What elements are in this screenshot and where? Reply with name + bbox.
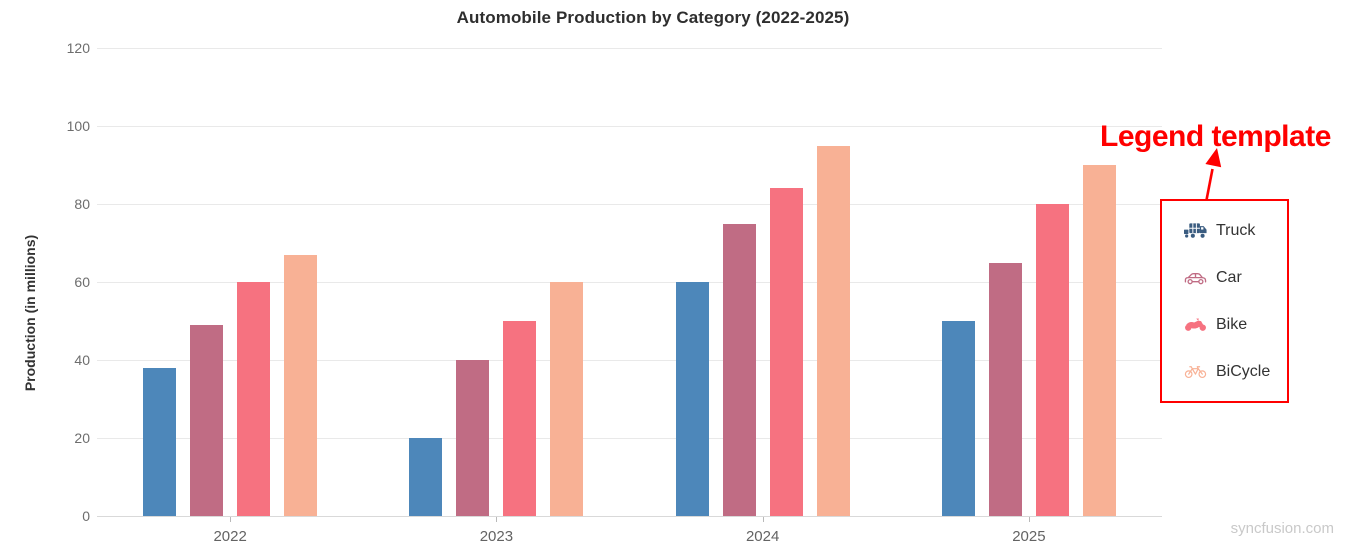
bar-bike-2023[interactable] xyxy=(503,321,537,516)
bar-bike-2024[interactable] xyxy=(769,188,803,516)
x-axis-tick xyxy=(230,517,232,522)
car-icon xyxy=(1183,271,1207,285)
legend-item-label: Bike xyxy=(1216,315,1248,333)
bar-bicycle-2023[interactable] xyxy=(550,282,584,516)
y-tick-label: 120 xyxy=(66,40,90,56)
bar-truck-2023[interactable] xyxy=(409,438,443,516)
bar-bike-2025[interactable] xyxy=(1035,204,1069,516)
bar-car-2024[interactable] xyxy=(722,223,756,516)
gridline xyxy=(97,125,1162,127)
x-tick-label: 2024 xyxy=(745,528,780,545)
bar-bicycle-2025[interactable] xyxy=(1082,165,1116,516)
legend-item-label: BiCycle xyxy=(1216,362,1271,380)
motorcycle-icon xyxy=(1183,317,1207,332)
watermark: syncfusion.com xyxy=(1230,520,1334,537)
y-tick-label: 40 xyxy=(74,352,90,368)
y-tick-label: 60 xyxy=(74,274,90,290)
plot-area xyxy=(97,47,1162,517)
legend-item-bike[interactable]: Bike xyxy=(1183,316,1287,334)
legend-item-label: Truck xyxy=(1216,221,1256,239)
legend: Truck Car xyxy=(1160,199,1289,403)
x-axis-tick xyxy=(496,517,498,522)
annotation-arrow xyxy=(1205,148,1222,201)
annotation-label: Legend template xyxy=(1100,120,1331,153)
bar-truck-2025[interactable] xyxy=(941,321,975,516)
truck-icon xyxy=(1183,222,1207,239)
bar-truck-2024[interactable] xyxy=(675,282,709,516)
y-tick-label: 20 xyxy=(74,430,90,446)
x-axis-tick xyxy=(1028,517,1030,522)
bar-car-2023[interactable] xyxy=(456,360,490,516)
gridline xyxy=(97,281,1162,283)
legend-item-car[interactable]: Car xyxy=(1183,269,1287,287)
gridline xyxy=(97,203,1162,205)
y-tick-label: 100 xyxy=(66,118,90,134)
bar-bicycle-2022[interactable] xyxy=(284,254,318,516)
gridline xyxy=(97,47,1162,49)
bar-bike-2022[interactable] xyxy=(237,282,271,516)
legend-item-truck[interactable]: Truck xyxy=(1183,222,1287,240)
gridline xyxy=(97,437,1162,439)
y-tick-label: 0 xyxy=(82,508,90,524)
bar-car-2022[interactable] xyxy=(190,324,224,516)
legend-item-bicycle[interactable]: BiCycle xyxy=(1183,363,1287,381)
x-axis-line xyxy=(97,515,1162,517)
bicycle-icon xyxy=(1183,364,1207,379)
y-tick-label: 80 xyxy=(74,196,90,212)
legend-item-label: Car xyxy=(1216,268,1242,286)
x-tick-label: 2023 xyxy=(479,528,514,545)
bar-truck-2022[interactable] xyxy=(143,367,177,516)
x-tick-label: 2022 xyxy=(213,528,247,545)
x-axis-tick xyxy=(762,517,764,522)
gridline xyxy=(97,359,1162,361)
bar-bicycle-2024[interactable] xyxy=(816,145,850,516)
bar-car-2025[interactable] xyxy=(988,262,1022,516)
chart-title: Automobile Production by Category (2022-… xyxy=(456,8,850,27)
x-tick-label: 2025 xyxy=(1012,528,1046,545)
